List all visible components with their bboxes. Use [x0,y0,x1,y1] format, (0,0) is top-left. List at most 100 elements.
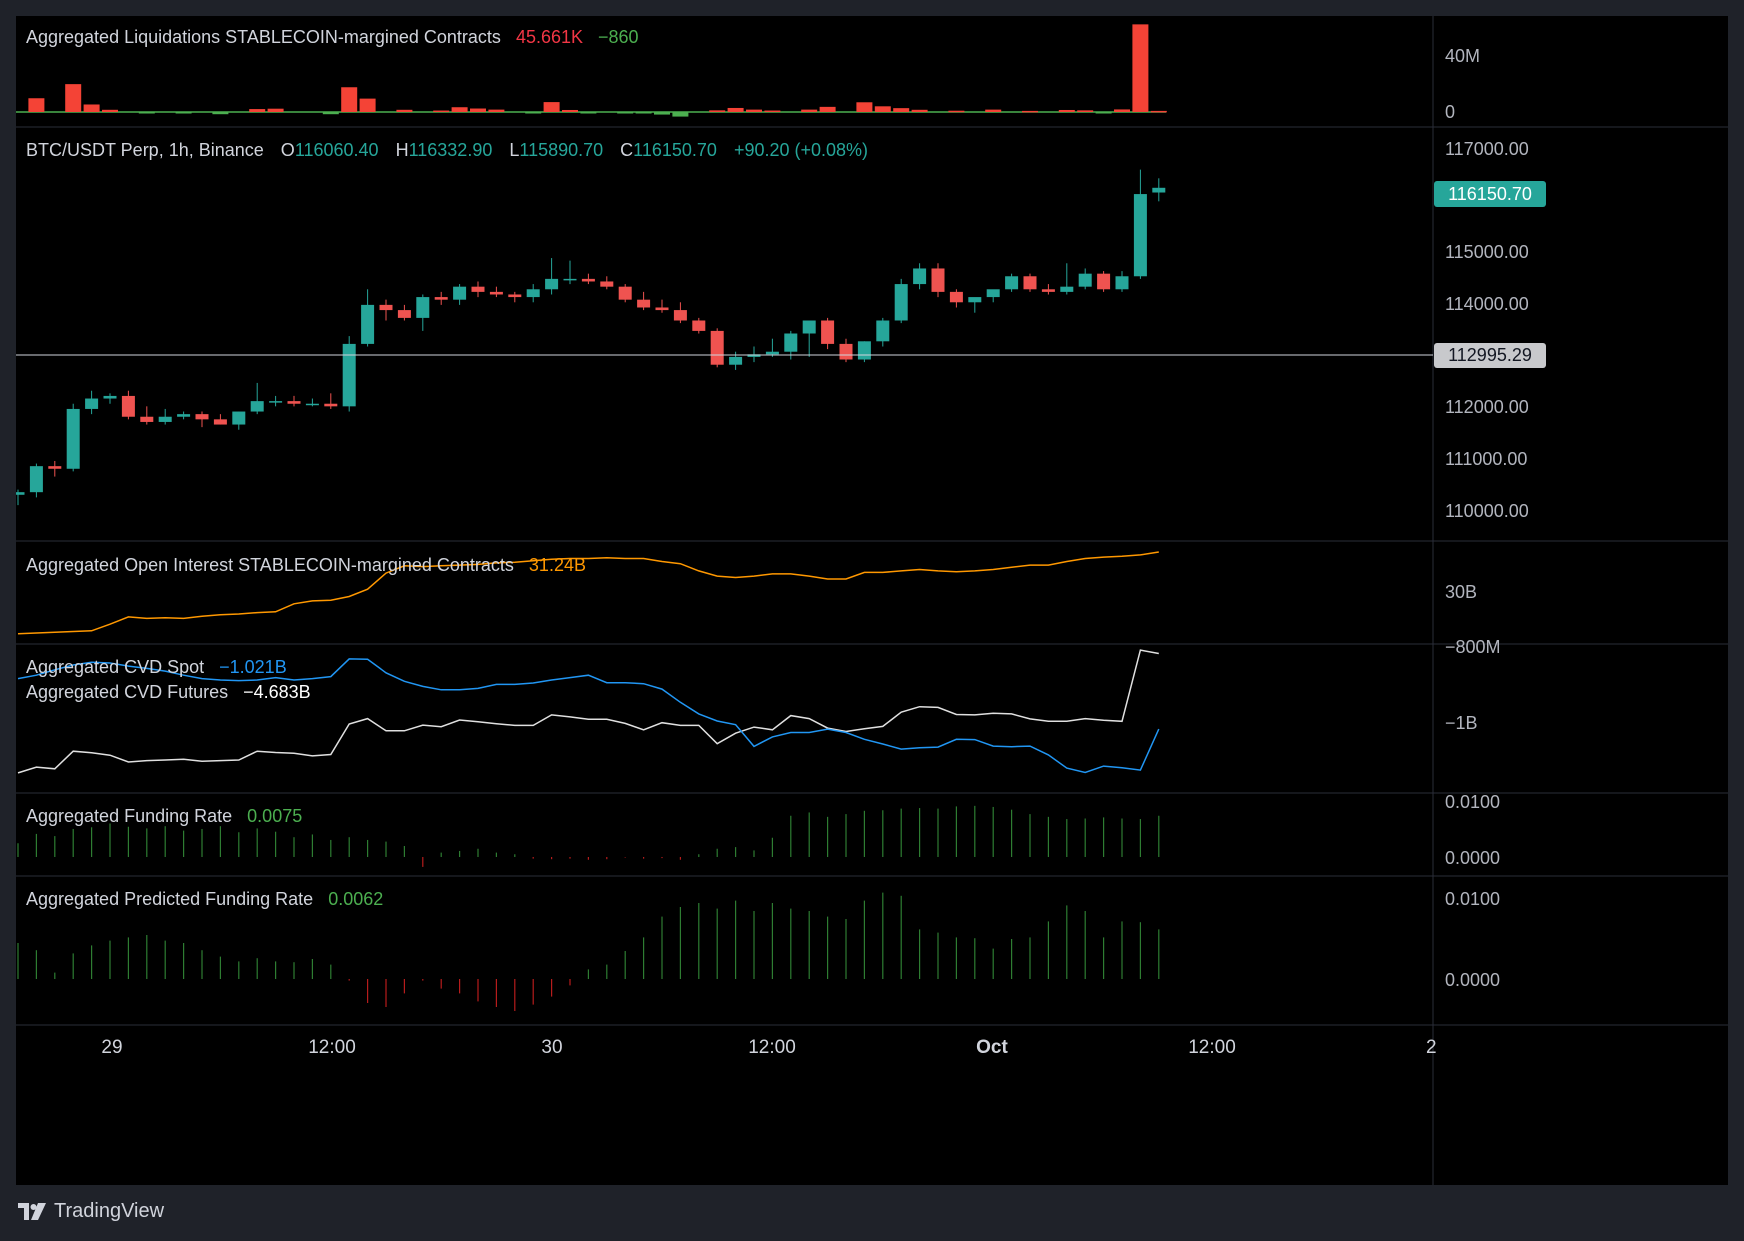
last-price-tag-bg [1434,181,1546,207]
candle-body [673,310,687,321]
candle-body [434,297,448,300]
candle-body [1060,286,1074,292]
candle-body [250,401,264,412]
candle-body [618,286,632,300]
liquidation-bar [819,106,836,112]
candle-body [1133,194,1147,277]
candle-body [563,278,577,281]
liquidation-bar [911,109,928,112]
candle-body [361,304,375,344]
liquidation-bar [525,112,542,114]
liquidation-bar [562,109,578,112]
liquidation-bar [727,107,744,112]
liquidations-legend[interactable]: Aggregated Liquidations STABLECOIN-margi… [26,27,639,47]
price-candles[interactable] [16,169,1166,506]
candle-body [305,403,319,406]
candle-body [140,416,154,422]
candle-body [489,291,503,295]
predicted-funding-legend[interactable]: Aggregated Predicted Funding Rate 0.0062 [26,889,383,909]
tradingview-wordmark: TradingView [54,1200,165,1222]
candle-body [48,466,62,469]
candle-body [269,401,283,403]
candle-body [1152,187,1166,193]
time-label-1200-c: 12:00 [1188,1037,1236,1058]
open-interest-line [17,551,1159,635]
funding-tick-0000: 0.0000 [1445,848,1500,868]
candle-body [1078,273,1092,287]
chart-frame[interactable]: Aggregated Liquidations STABLECOIN-margi… [16,16,1728,1185]
candle-body [1041,289,1055,292]
liquidation-bar [267,108,284,112]
liquidation-bar [341,87,358,112]
open-interest-legend[interactable]: Aggregated Open Interest STABLECOIN-marg… [26,555,586,575]
candle-body [857,341,871,360]
candle-body [85,398,99,409]
candle-body [158,416,172,422]
chart-canvas[interactable]: Aggregated Liquidations STABLECOIN-margi… [16,16,1728,1185]
candle-body [913,268,927,285]
cvd-tick-800m: −800M [1445,637,1501,657]
candle-body [232,411,246,425]
candle-body [471,286,485,292]
tradingview-brand[interactable]: TradingView [18,1200,164,1223]
time-label-2: 2 [1426,1037,1437,1058]
liquidation-bar [212,112,229,115]
liquidations-bars [16,24,1167,117]
candle-body [710,330,724,365]
candle-body [600,281,614,287]
tradingview-logo-icon [18,1202,46,1220]
price-legend[interactable]: BTC/USDT Perp, 1h, Binance O116060.40 H1… [26,140,868,160]
candle-body [397,310,411,318]
price-tick-117000: 117000.00 [1445,139,1529,159]
liquidation-bar [764,110,781,113]
candle-body [839,343,853,360]
last-price-tag: 116150.70 [1448,184,1532,204]
liquidation-bar [102,109,118,112]
candle-body [931,268,945,292]
time-axis[interactable]: 29 12:00 30 12:00 Oct 12:00 2 [101,1037,1436,1058]
candle-body [802,320,816,334]
candle-body [692,320,706,331]
candle-body [949,291,963,303]
candle-body [986,289,1000,298]
liquidation-bar [1132,24,1149,112]
time-label-1200-a: 12:00 [308,1037,356,1058]
candle-body [508,294,522,298]
candle-body [342,343,356,407]
liquidation-bar [874,106,891,112]
right-price-axis[interactable]: 40M 0 117000.00 115000.00 114000.00 1120… [1434,46,1546,990]
candle-body [729,356,743,365]
liquidation-bar [543,102,560,112]
candle-body [1005,276,1019,290]
liquidation-bar [856,102,873,112]
candle-body [765,351,779,355]
candle-body [213,419,227,425]
candle-body [121,395,135,417]
cvd-tick-1b: −1B [1445,713,1478,733]
time-label-29: 29 [101,1037,122,1058]
candle-body [324,403,338,407]
liquidation-bar [948,110,965,113]
liquidation-bar [654,112,670,115]
price-tick-110000: 110000.00 [1445,501,1529,521]
candle-body [1097,273,1111,290]
candle-body [416,297,430,318]
liquidation-bar [709,110,726,112]
liquidation-bar [1077,110,1094,112]
pfunding-tick-0000: 0.0000 [1445,970,1500,990]
funding-legend[interactable]: Aggregated Funding Rate 0.0075 [26,806,302,826]
cvd-futures-legend[interactable]: Aggregated CVD Futures −4.683B [26,682,311,702]
liquidation-bar [175,112,192,114]
price-tick-114000: 114000.00 [1445,294,1529,314]
candle-body [655,307,669,311]
liquidation-bar [451,107,468,112]
price-tick-112000: 112000.00 [1445,397,1529,417]
liq-tick-40m: 40M [1445,46,1480,66]
cvd-spot-line [17,658,1160,774]
liquidation-bar [580,112,597,114]
candle-body [526,289,540,298]
cvd-spot-legend[interactable]: Aggregated CVD Spot −1.021B [26,657,287,677]
candle-body [894,284,908,321]
candle-body [1115,276,1129,290]
predicted-funding-rate-bars [17,892,1160,1011]
